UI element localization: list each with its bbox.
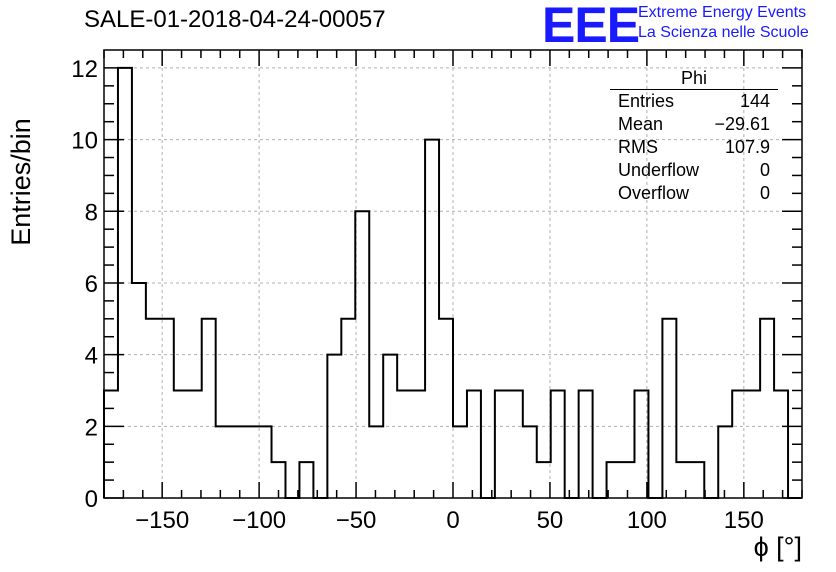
x-tick-label: −100 <box>232 507 286 534</box>
x-tick-label: −50 <box>336 507 377 534</box>
y-tick-label: 12 <box>71 56 98 83</box>
x-tick-label: 50 <box>537 507 564 534</box>
stats-box: Phi Entries 144 Mean −29.61 RMS 107.9 Un… <box>610 68 778 205</box>
logo-line-2: La Scienza nelle Scuole <box>638 24 809 41</box>
stats-label: RMS <box>618 137 658 157</box>
stats-value: −29.61 <box>714 114 770 134</box>
stats-label: Entries <box>618 91 675 111</box>
x-tick-label: 150 <box>724 507 764 534</box>
stats-value: 0 <box>759 183 770 203</box>
y-tick-label: 10 <box>71 128 98 155</box>
x-axis-label: ϕ [°] <box>753 532 802 562</box>
stats-row-overflow: Overflow 0 <box>610 182 778 205</box>
logo-caption: Extreme Energy Events La Scienza nelle S… <box>638 3 809 43</box>
stats-row-rms: RMS 107.9 <box>610 136 778 159</box>
stats-row-mean: Mean −29.61 <box>610 113 778 136</box>
x-tick-label: 0 <box>446 507 459 534</box>
stats-row-entries: Entries 144 <box>610 90 778 113</box>
y-tick-label: 0 <box>85 486 98 513</box>
y-tick-label: 2 <box>85 414 98 441</box>
stats-label: Mean <box>618 114 664 134</box>
chart-title: SALE-01-2018-04-24-00057 <box>84 6 386 33</box>
stats-label: Overflow <box>618 183 690 203</box>
x-tick-label: −150 <box>135 507 189 534</box>
y-tick-label: 4 <box>85 343 98 370</box>
histogram-series <box>103 66 802 499</box>
stats-row-underflow: Underflow 0 <box>610 159 778 182</box>
stats-label: Underflow <box>618 160 700 180</box>
stats-value: 144 <box>739 91 770 111</box>
stats-value: 107.9 <box>724 137 770 157</box>
y-tick-label: 6 <box>85 271 98 298</box>
y-tick-label: 8 <box>85 199 98 226</box>
stats-title: Phi <box>610 68 778 90</box>
logo-line-1: Extreme Energy Events <box>638 4 807 21</box>
x-tick-label: 100 <box>627 507 667 534</box>
eee-logo: EEE <box>542 0 640 53</box>
stats-value: 0 <box>759 160 770 180</box>
